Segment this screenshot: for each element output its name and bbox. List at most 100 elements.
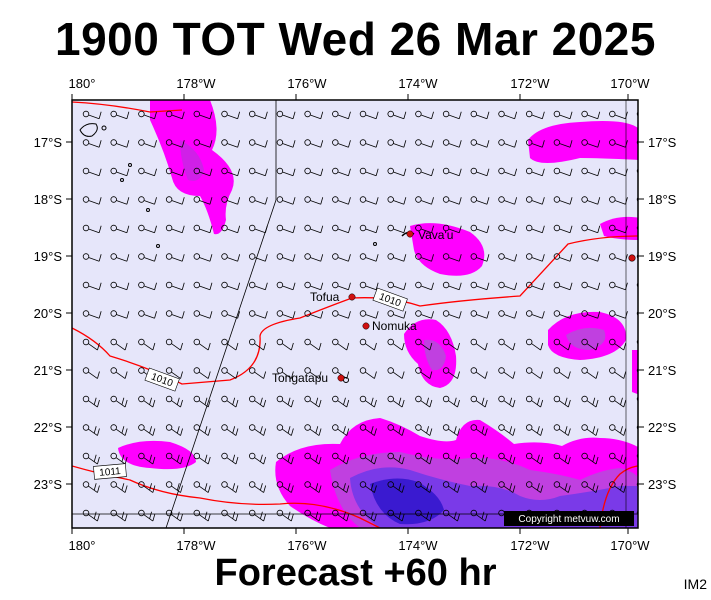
wind-barb (470, 452, 488, 465)
wind-barb (415, 310, 434, 319)
wind-barb (332, 224, 351, 234)
wind-barb (636, 225, 638, 231)
wind-barb (387, 310, 407, 319)
wind-barb (470, 224, 490, 234)
wind-barb (304, 367, 322, 379)
wind-barb (276, 367, 294, 379)
wind-barb (387, 253, 407, 262)
lon-label-top-172w: 172°W (510, 76, 550, 91)
wind-barb (248, 424, 267, 436)
wind-barb (636, 111, 638, 117)
wind-barb (442, 367, 460, 379)
wind-barb (526, 224, 545, 234)
wind-barb (442, 310, 462, 319)
wind-barb (332, 139, 351, 148)
place-label-nomuka: Nomuka (372, 319, 417, 333)
wind-barb (248, 310, 268, 319)
wind-barb (470, 281, 490, 291)
wind-barb (498, 481, 516, 493)
wind-barb (193, 367, 211, 379)
wind-barb (221, 139, 241, 148)
wind-barb (165, 424, 183, 436)
wind-barb (470, 110, 490, 120)
wind-barb (304, 452, 322, 465)
lat-label-left-18s: 18°S (34, 192, 63, 207)
wind-barb (636, 396, 638, 402)
wind-barb (221, 367, 239, 379)
wind-barb (110, 224, 130, 234)
wind-barb (248, 139, 268, 148)
wind-barb (498, 310, 518, 319)
wind-barb (387, 281, 407, 291)
wind-barb (359, 253, 379, 262)
wind-barb (359, 424, 377, 436)
wind-barb (193, 196, 213, 205)
wind-barb (415, 395, 433, 408)
wind-barb (470, 167, 490, 177)
wind-barb (553, 196, 573, 205)
wind-barb (193, 481, 211, 493)
wind-barb (470, 481, 488, 493)
wind-barb (415, 139, 434, 148)
wind-barb (82, 253, 102, 262)
wind-barb (387, 110, 407, 120)
wind-barb (332, 481, 350, 493)
island-small-3 (128, 163, 132, 167)
wind-barb (387, 367, 405, 379)
place-label-tongatapu: Tongatapu (272, 371, 328, 385)
wind-barb (609, 367, 627, 379)
wind-barb (276, 224, 296, 234)
isobar-line-top (72, 101, 183, 113)
wind-barb (276, 110, 296, 120)
copyright-box (504, 511, 634, 526)
wind-barb (415, 424, 433, 436)
wind-barb (470, 196, 490, 205)
wind-barb (221, 424, 239, 436)
wind-barb (470, 310, 490, 319)
wind-barb (248, 338, 267, 351)
wind-barb (636, 311, 638, 316)
wind-barb (248, 367, 267, 379)
wind-barb (359, 395, 377, 408)
precip-area-mid-right-core (566, 327, 606, 350)
wind-barb (415, 481, 433, 493)
wind-barb (304, 281, 324, 291)
wind-barb (276, 139, 296, 148)
wind-barb (470, 139, 490, 148)
wind-barb (387, 452, 405, 465)
frame-ticks (66, 94, 644, 534)
wind-barb (165, 110, 185, 120)
wind-barb (304, 196, 324, 205)
wind-barb (609, 338, 627, 351)
wind-barb (110, 310, 130, 319)
wind-barb (248, 481, 267, 493)
wind-barb (221, 110, 241, 120)
wind-barb (165, 224, 185, 234)
wind-barb (221, 310, 241, 319)
wind-barb (138, 424, 156, 436)
wind-barb (359, 452, 377, 465)
wind-barb (553, 452, 571, 465)
wind-barb (581, 338, 599, 351)
lat-label-left-17s: 17°S (34, 135, 63, 150)
wind-barb (553, 367, 571, 379)
wind-barb (138, 139, 157, 148)
wind-barb (221, 338, 239, 351)
vavau-marker (406, 230, 414, 238)
wind-barb (304, 224, 324, 234)
wind-barb (359, 310, 379, 319)
lat-label-right-21s: 21°S (648, 363, 677, 378)
lon-label-bottom-180: 180° (69, 538, 96, 553)
wind-barb (332, 196, 351, 205)
wind-barb (387, 395, 405, 408)
wind-barb (442, 196, 462, 205)
wind-barb (138, 167, 157, 177)
wind-barb (442, 452, 460, 465)
lat-label-right-23s: 23°S (648, 477, 677, 492)
wind-barb (636, 482, 638, 487)
wind-barb (581, 452, 599, 465)
wind-barb (498, 338, 516, 351)
wind-barb (470, 509, 488, 522)
lat-label-right-20s: 20°S (648, 306, 677, 321)
precipitation-layer (118, 100, 638, 528)
